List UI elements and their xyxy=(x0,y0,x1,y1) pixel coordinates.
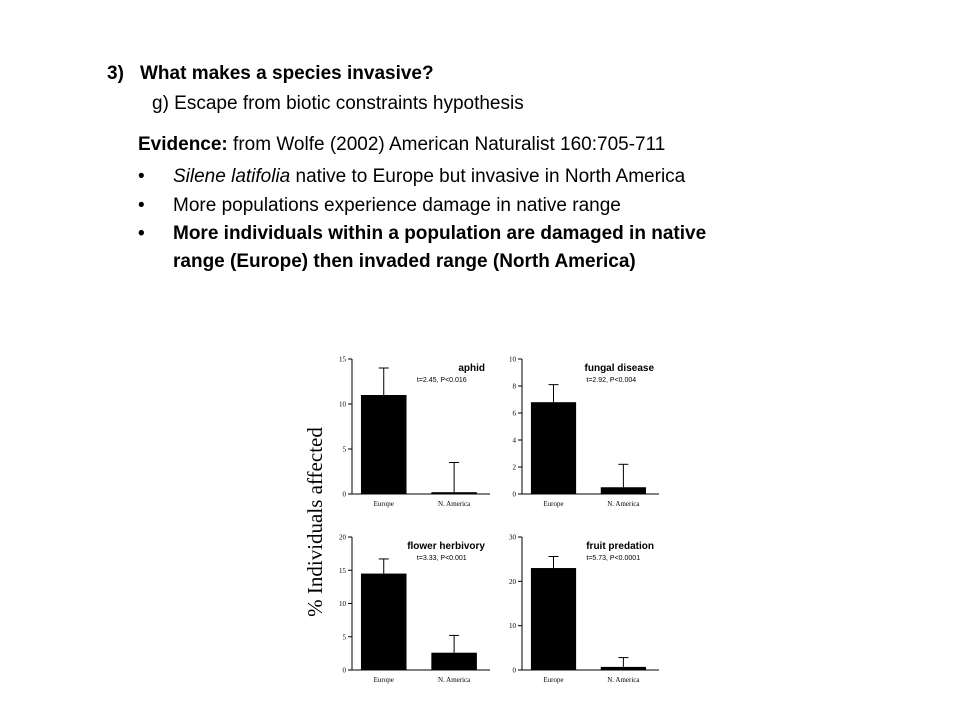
bar xyxy=(360,573,407,670)
y-tick-label: 10 xyxy=(339,401,347,409)
bar xyxy=(530,568,577,670)
y-tick-label: 20 xyxy=(509,578,517,586)
bullet-item: • More populations experience damage in … xyxy=(138,192,706,221)
bullet-glyph: • xyxy=(138,223,145,244)
chart-panels: 0 5 10 15 Europe N. America aphid t=2.45, P<0.0… xyxy=(339,356,659,684)
bullet-text: native to Europe but invasive in North A… xyxy=(290,166,686,187)
panel-title: aphid xyxy=(458,363,485,374)
chart-panel: 0 2 4 6 8 10 Europe N. America fungal disease t=2… xyxy=(509,356,659,508)
bar xyxy=(600,666,646,670)
y-tick-label: 4 xyxy=(513,437,517,445)
chart-panel: 0 5 10 15 Europe N. America aphid t=2.45, P<0.0… xyxy=(339,356,490,508)
y-axis-label: % Individuals affected xyxy=(303,427,327,617)
panel-title: flower herbivory xyxy=(407,541,485,552)
bullet-text-line-1: More individuals within a population are… xyxy=(173,223,707,244)
panel-statistic: t=3.33, P<0.001 xyxy=(417,555,467,562)
bullet-item: • More individuals within a population a… xyxy=(138,220,706,276)
y-tick-label: 10 xyxy=(509,356,517,364)
chart-panel: 0 10 20 30 Europe N. America fruit predation t=… xyxy=(509,534,659,684)
panel-statistic: t=2.45, P<0.016 xyxy=(417,377,467,384)
bar xyxy=(600,487,646,494)
category-label: N. America xyxy=(607,676,640,684)
bullet-item: • Silene latifolia native to Europe but … xyxy=(138,163,706,192)
heading-text: What makes a species invasive? xyxy=(140,63,434,84)
y-tick-label: 2 xyxy=(513,464,517,472)
panel-title: fruit predation xyxy=(586,541,654,552)
y-tick-label: 15 xyxy=(339,356,347,364)
evidence-label: Evidence: xyxy=(138,134,228,155)
y-tick-label: 10 xyxy=(509,622,517,630)
heading-number: 3) xyxy=(107,63,124,84)
y-tick-label: 20 xyxy=(339,534,347,542)
y-tick-label: 6 xyxy=(513,410,517,418)
category-label: Europe xyxy=(374,500,394,508)
category-label: Europe xyxy=(543,676,563,684)
evidence-citation: from Wolfe (2002) American Naturalist 16… xyxy=(227,134,666,155)
panel-statistic: t=2.92, P<0.004 xyxy=(586,377,636,384)
bar xyxy=(530,402,577,494)
panel-title: fungal disease xyxy=(585,363,655,374)
panel-statistic: t=5.73, P<0.0001 xyxy=(586,555,640,562)
category-label: Europe xyxy=(374,676,394,684)
category-label: N. America xyxy=(438,500,471,508)
y-tick-label: 0 xyxy=(513,667,517,675)
chart-panel: 0 5 10 15 20 Europe N. America flower herbivory… xyxy=(339,534,490,684)
bullet-glyph: • xyxy=(138,166,145,187)
y-tick-label: 0 xyxy=(343,491,347,499)
y-tick-label: 30 xyxy=(509,534,517,542)
slide-heading: 3) What makes a species invasive? xyxy=(107,63,434,85)
y-tick-label: 15 xyxy=(339,567,347,575)
y-tick-label: 0 xyxy=(513,491,517,499)
bullet-text-line-2: range (Europe) then invaded range (North… xyxy=(173,251,636,272)
bar xyxy=(431,652,477,670)
y-tick-label: 10 xyxy=(339,600,347,608)
y-tick-label: 5 xyxy=(343,633,347,641)
bullet-glyph: • xyxy=(138,194,145,216)
bullet-text: More populations experience damage in na… xyxy=(173,194,621,216)
y-tick-label: 8 xyxy=(513,383,517,391)
category-label: N. America xyxy=(607,500,640,508)
evidence-line: Evidence: from Wolfe (2002) American Nat… xyxy=(138,134,665,156)
bar xyxy=(360,395,407,494)
bar-chart-figure: % Individuals affected 0 5 10 15 Europe N. Am… xyxy=(303,356,659,684)
category-label: N. America xyxy=(438,676,471,684)
y-tick-label: 0 xyxy=(343,667,347,675)
bar xyxy=(431,492,477,494)
bullet-species-name: Silene latifolia xyxy=(173,166,291,187)
bullet-list: • Silene latifolia native to Europe but … xyxy=(138,163,706,276)
slide-subheading: g) Escape from biotic constraints hypoth… xyxy=(152,93,524,114)
y-tick-label: 5 xyxy=(343,446,347,454)
category-label: Europe xyxy=(543,500,563,508)
